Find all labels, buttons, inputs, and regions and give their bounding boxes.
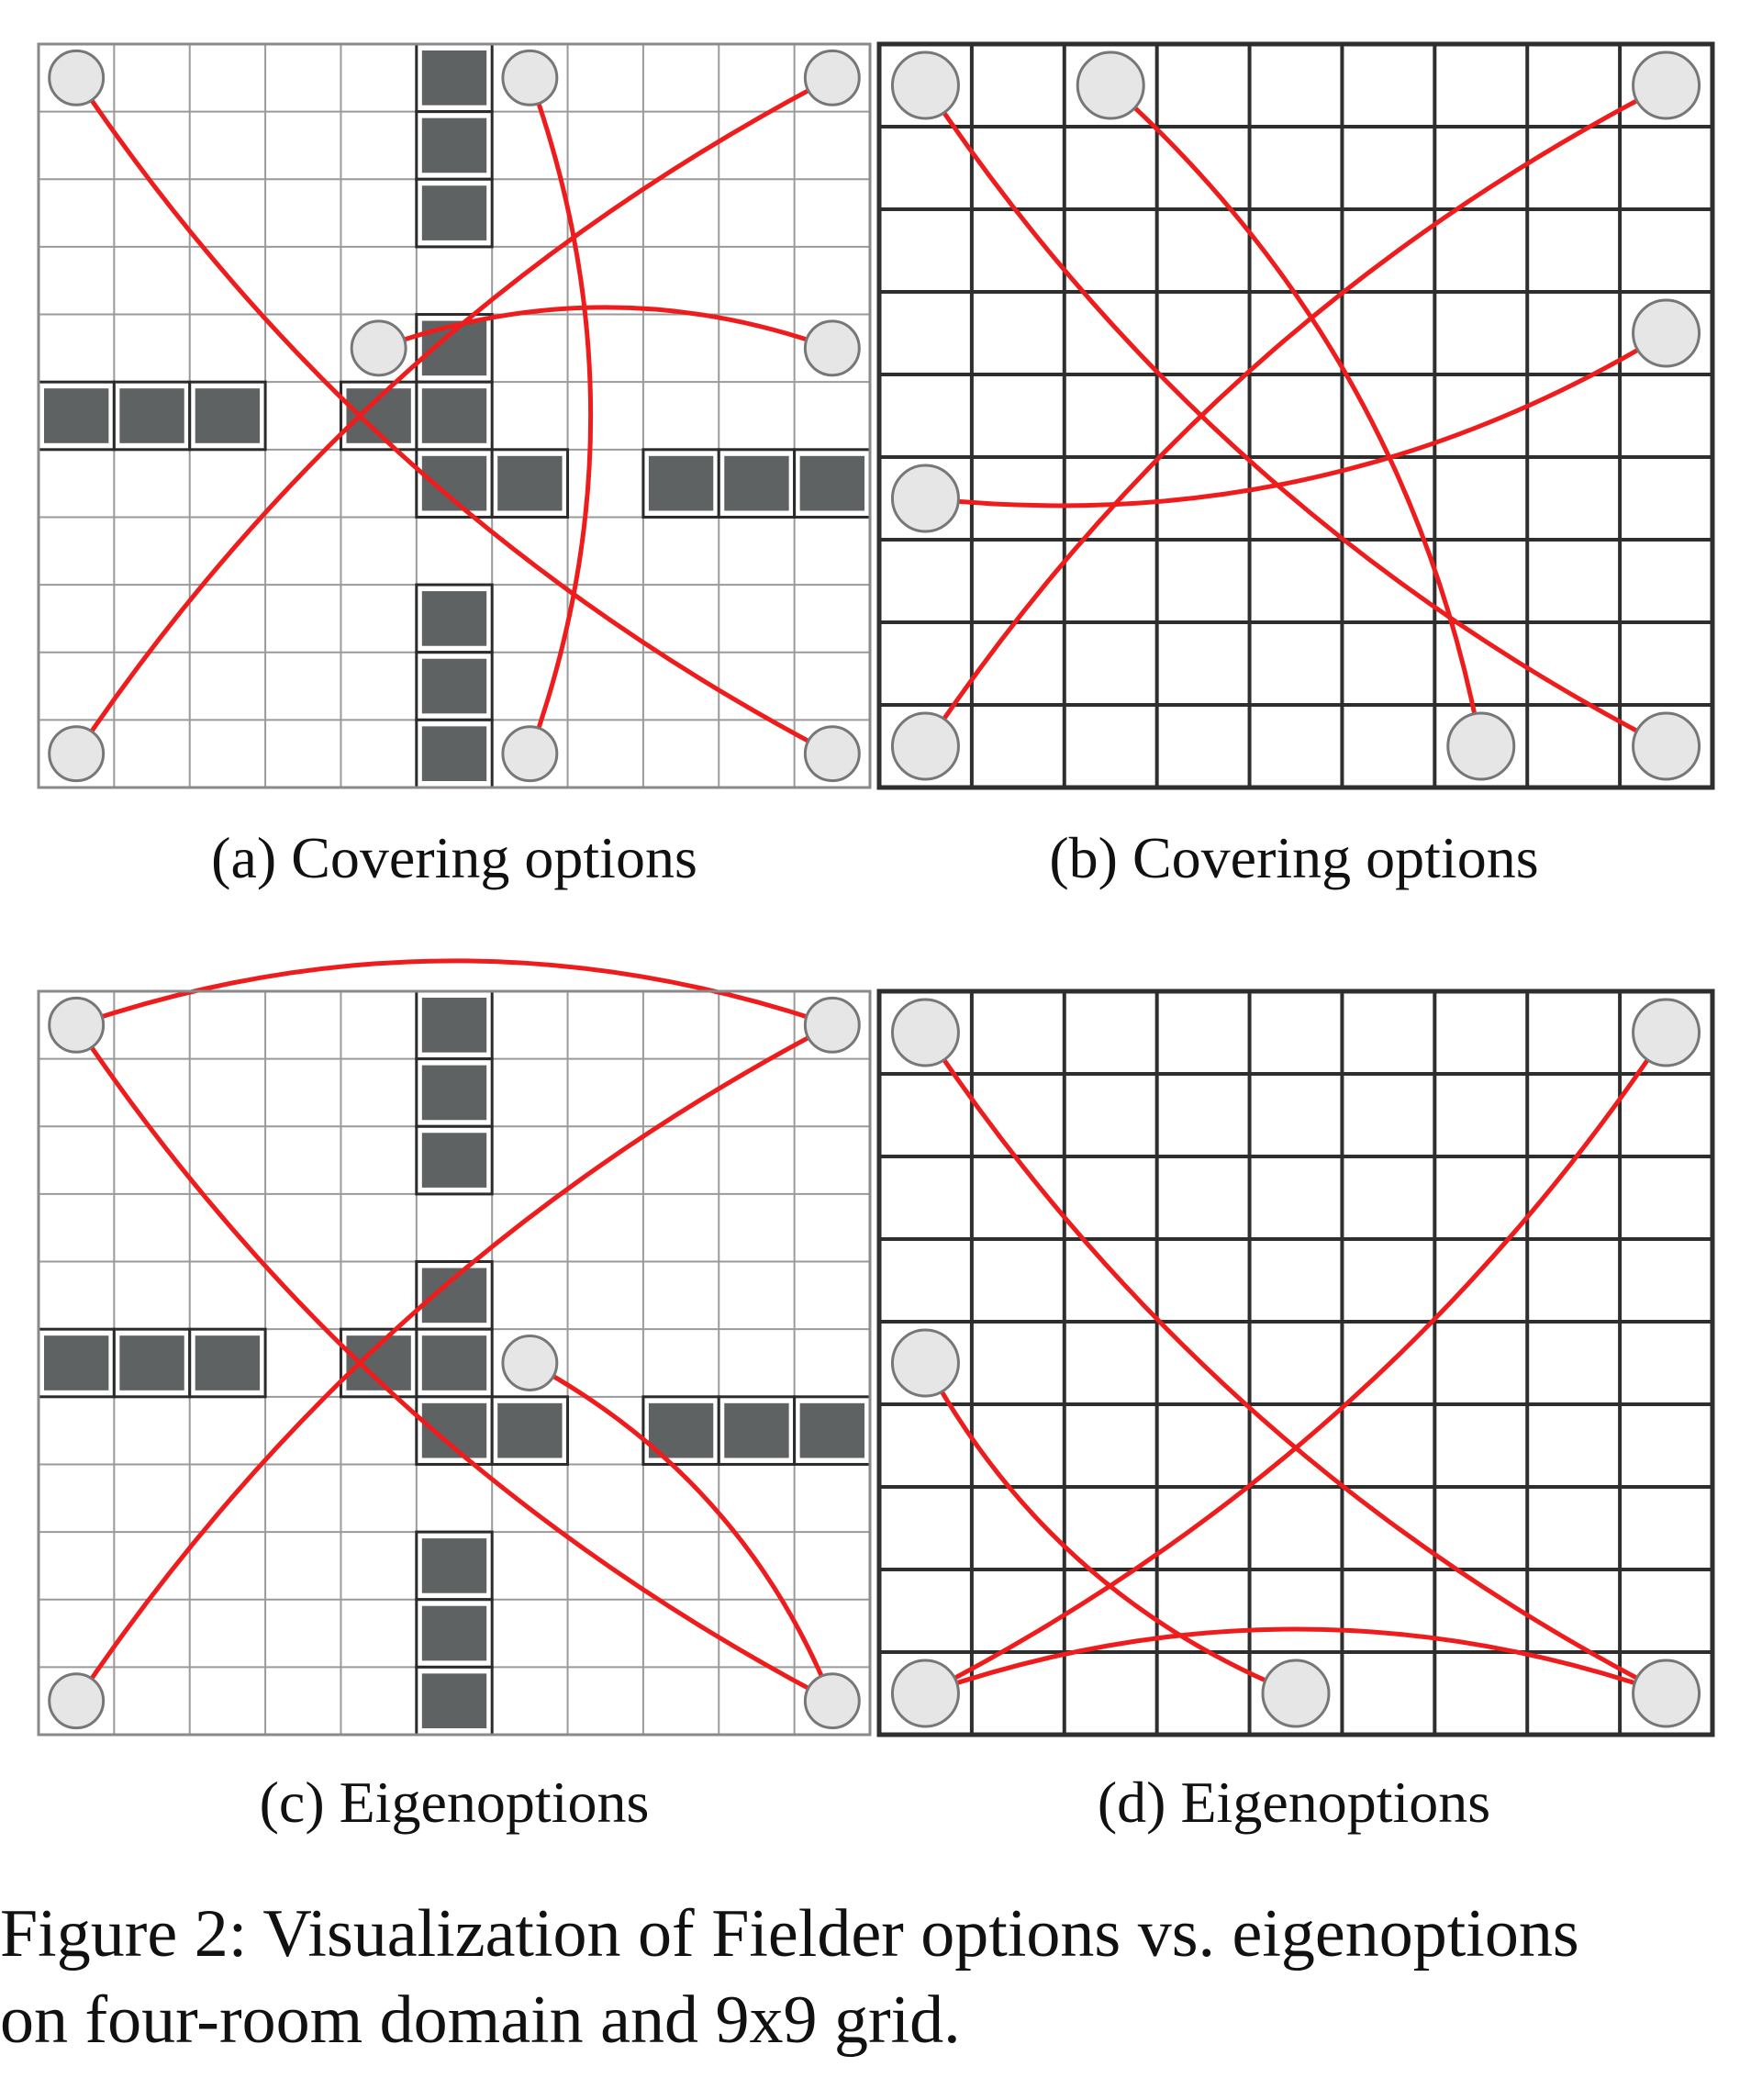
option-endpoint-node bbox=[890, 50, 960, 120]
wall-block bbox=[421, 1133, 487, 1188]
wall-block bbox=[421, 388, 487, 443]
option-curve bbox=[527, 1360, 835, 1703]
option-curve bbox=[922, 1030, 1669, 1696]
option-endpoint-node bbox=[350, 319, 407, 377]
wall-block bbox=[421, 1605, 487, 1661]
wall-block bbox=[421, 1065, 487, 1121]
wall-block bbox=[421, 1538, 487, 1593]
option-curve bbox=[73, 1022, 835, 1703]
option-endpoint-node bbox=[48, 1672, 106, 1730]
option-endpoint-node bbox=[890, 711, 960, 781]
option-endpoint-node bbox=[1261, 1659, 1331, 1728]
option-curve bbox=[73, 75, 835, 756]
grid-border bbox=[37, 42, 872, 789]
option-endpoint-node bbox=[803, 319, 861, 377]
wall-block bbox=[421, 998, 487, 1053]
wall-block bbox=[44, 1335, 109, 1391]
grid-border bbox=[876, 41, 1715, 790]
wall-block bbox=[421, 591, 487, 646]
panel-b-caption: (b) Covering options bbox=[1049, 825, 1538, 890]
option-curve bbox=[73, 958, 835, 1028]
option-endpoint-node bbox=[501, 49, 559, 106]
option-endpoint-node bbox=[803, 725, 861, 783]
wall-block bbox=[724, 1402, 789, 1458]
panel-a-caption: (a) Covering options bbox=[211, 825, 697, 890]
panel-d-caption: (d) Eigenoptions bbox=[1098, 1770, 1490, 1835]
figure-caption: Figure 2: Visualization of Fielder optio… bbox=[0, 1891, 1762, 2063]
panel-c-four-room-eigen bbox=[37, 958, 872, 1737]
option-endpoint-node bbox=[890, 464, 960, 533]
option-endpoint-node bbox=[1446, 711, 1516, 781]
wall-block bbox=[421, 1673, 487, 1728]
option-endpoint-node bbox=[501, 725, 559, 783]
wall-block bbox=[421, 1335, 487, 1391]
wall-block bbox=[119, 1335, 184, 1391]
option-curve bbox=[73, 75, 835, 756]
wall-block bbox=[195, 388, 261, 443]
wall-block bbox=[648, 455, 714, 511]
figure-caption-line-1: Figure 2: Visualization of Fielder optio… bbox=[0, 1896, 1579, 1972]
wall-block bbox=[421, 185, 487, 240]
wall-block bbox=[421, 658, 487, 714]
figure-caption-line-2: on four-room domain and 9x9 grid. bbox=[0, 1983, 961, 2058]
wall-block bbox=[799, 1402, 864, 1458]
wall-block bbox=[648, 1402, 714, 1458]
option-curve bbox=[527, 75, 594, 756]
option-endpoint-node bbox=[501, 1335, 559, 1391]
grid-lines bbox=[877, 42, 1714, 789]
wall-block bbox=[195, 1335, 261, 1391]
option-endpoint-node bbox=[1076, 50, 1145, 120]
option-endpoint-node bbox=[890, 998, 960, 1067]
wall-block bbox=[421, 726, 487, 781]
option-endpoint-node bbox=[803, 996, 861, 1054]
wall-block bbox=[799, 455, 864, 511]
wall-block bbox=[497, 455, 563, 511]
grid-background bbox=[879, 991, 1712, 1735]
wall-block bbox=[421, 50, 487, 106]
option-endpoint-node bbox=[48, 49, 106, 106]
grid-border bbox=[876, 989, 1715, 1737]
option-curve bbox=[1108, 83, 1484, 749]
grid-background bbox=[879, 44, 1712, 788]
option-endpoint-node bbox=[890, 1659, 960, 1728]
option-curve bbox=[922, 330, 1669, 508]
option-endpoint-node bbox=[803, 1672, 861, 1730]
option-endpoint-node bbox=[1632, 711, 1701, 781]
option-endpoint-node bbox=[890, 1328, 960, 1398]
panel-d-grid-eigen bbox=[876, 989, 1715, 1737]
panel-b-grid-covering bbox=[876, 41, 1715, 790]
option-endpoint-node bbox=[1632, 298, 1701, 368]
option-endpoint-node bbox=[1632, 1659, 1701, 1728]
wall-block bbox=[497, 1402, 563, 1458]
panel-c-caption: (c) Eigenoptions bbox=[260, 1770, 650, 1835]
option-endpoint-node bbox=[1632, 50, 1701, 120]
option-curve bbox=[376, 305, 835, 351]
wall-block bbox=[44, 388, 109, 443]
grid-border bbox=[37, 989, 872, 1737]
option-curve bbox=[922, 83, 1669, 749]
wall-block bbox=[119, 388, 184, 443]
option-endpoint-node bbox=[1632, 998, 1701, 1067]
wall-block bbox=[724, 455, 789, 511]
option-curve bbox=[922, 83, 1669, 749]
wall-block bbox=[421, 117, 487, 173]
option-curve bbox=[922, 1360, 1299, 1696]
option-curve bbox=[922, 1030, 1669, 1696]
option-endpoint-node bbox=[48, 725, 106, 783]
option-curve bbox=[922, 1626, 1669, 1696]
option-endpoint-node bbox=[48, 996, 106, 1054]
option-endpoint-node bbox=[803, 49, 861, 106]
panel-a-four-room-covering bbox=[37, 42, 872, 789]
option-curve bbox=[73, 1022, 835, 1703]
